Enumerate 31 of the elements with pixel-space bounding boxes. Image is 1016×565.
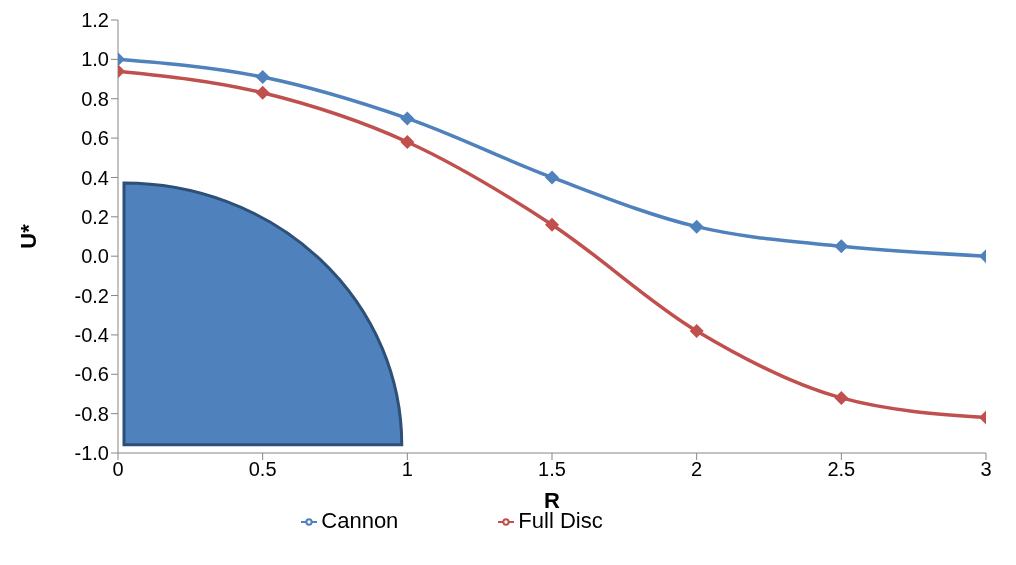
x-tick-label: 2 (691, 458, 703, 481)
legend-label: Cannon (321, 508, 399, 533)
y-tick-label: -0.2 (74, 284, 109, 307)
y-tick-label: -0.4 (74, 324, 109, 347)
y-tick-label: 0.4 (81, 166, 109, 189)
x-tick-label: 2.5 (827, 458, 856, 481)
point (689, 323, 704, 338)
x-tick-label: 1 (401, 458, 413, 481)
point (400, 135, 415, 150)
point (255, 70, 270, 85)
y-tick-label: 1.0 (81, 48, 109, 71)
y-axis-title: U* (15, 223, 41, 249)
x-tick-label: 0.5 (248, 458, 277, 481)
y-tick-label: -0.8 (74, 402, 109, 425)
y-tick-label: 0.0 (81, 245, 109, 268)
point (834, 390, 849, 405)
x-tick-label: 1.5 (538, 458, 566, 481)
point (400, 111, 415, 126)
point (255, 85, 270, 100)
y-tick-label: -0.6 (74, 363, 109, 386)
x-tick-label: 0 (112, 458, 124, 481)
point (834, 239, 849, 254)
x-tick-label: 3 (980, 458, 992, 481)
y-tick-label: 0.6 (81, 127, 109, 150)
y-tick-label: 1.2 (81, 9, 109, 32)
y-tick-label: 0.8 (81, 87, 109, 110)
point (545, 217, 559, 232)
point (689, 219, 704, 234)
point (545, 170, 559, 185)
y-tick-label: 0.2 (81, 205, 109, 228)
y-tick-label: -1.0 (74, 442, 109, 465)
